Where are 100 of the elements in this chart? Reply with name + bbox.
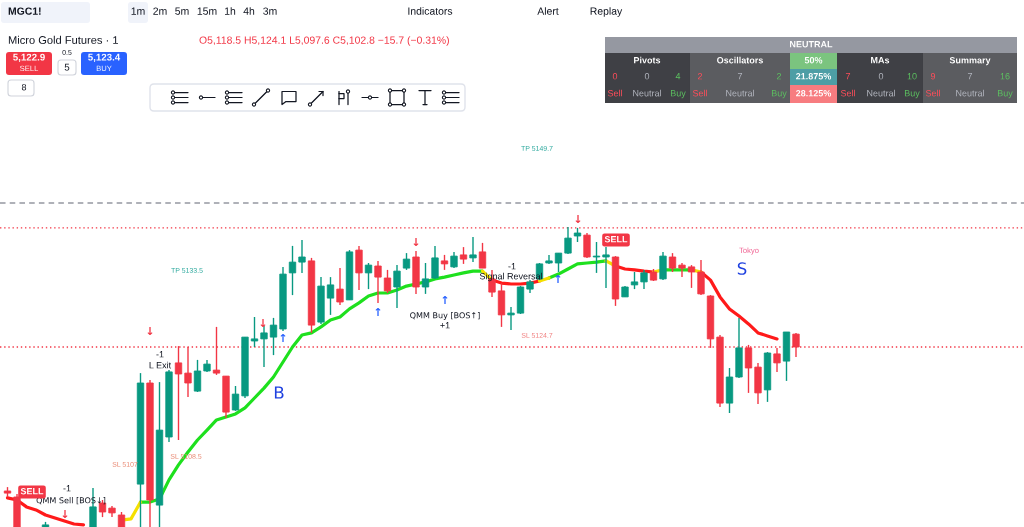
text: 9 (930, 73, 936, 80)
text: Replay (590, 7, 623, 17)
text: Neutral (867, 89, 895, 97)
text: 0 (644, 73, 650, 80)
text: Sell (607, 89, 622, 97)
text: 28.125% (795, 90, 832, 97)
text: 0 (878, 73, 884, 80)
candlestick (668, 252, 677, 273)
candlestick (678, 262, 686, 278)
text: 2 (697, 73, 703, 80)
text: 3m (263, 7, 277, 15)
candlestick (250, 316, 259, 348)
candlestick (640, 269, 648, 290)
annotation: ↓ (260, 318, 266, 328)
text: 4h (243, 7, 255, 15)
candlestick (336, 267, 344, 306)
text: 1h (225, 7, 236, 15)
candlestick (497, 282, 506, 328)
annotation: QMM Buy [BOS↑] (410, 312, 480, 320)
candlestick (298, 239, 306, 274)
annotation: SELL (20, 488, 44, 495)
candlestick (554, 252, 563, 273)
annotation: L Exit (149, 361, 172, 369)
candlestick (269, 317, 278, 356)
annotation: ↑ (280, 333, 286, 343)
annotation: -1 (508, 263, 516, 270)
annotation: ↓ (413, 237, 419, 247)
text: Summary (949, 57, 991, 66)
annotation: ↑ (375, 307, 381, 317)
text: Buy (771, 90, 787, 99)
text: 16 (1000, 73, 1010, 80)
text: 50% (804, 57, 823, 64)
text: 21.875% (795, 73, 832, 80)
candlestick (355, 245, 363, 291)
text: Buy (670, 90, 686, 99)
candlestick (564, 226, 572, 255)
text: Alert (537, 7, 559, 15)
annotation: ↑ (555, 274, 561, 284)
text: 0 (612, 73, 618, 80)
text: Buy (904, 90, 920, 99)
text: 5m (175, 7, 189, 15)
text: 7 (967, 73, 973, 80)
candlestick (583, 232, 591, 259)
text: 4 (675, 73, 681, 80)
candlestick (231, 385, 240, 412)
candlestick (478, 242, 487, 269)
text: Neutral (726, 89, 754, 97)
annotation: -1 (63, 485, 71, 492)
candlestick (507, 306, 515, 331)
text: Sell (840, 89, 855, 97)
text: Sell (692, 89, 707, 97)
candlestick (260, 325, 268, 368)
annotation: S (737, 262, 747, 275)
candlestick (431, 245, 439, 280)
candlestick (659, 251, 667, 281)
candlestick (469, 236, 477, 263)
annotation: ↑ (442, 295, 448, 305)
candlestick (697, 259, 705, 296)
annotation: B (274, 386, 284, 399)
text: Neutral (956, 89, 984, 97)
candlestick (193, 359, 202, 393)
candlestick (288, 245, 297, 296)
annotation: +1 (440, 322, 450, 329)
text: 5,123.4 (88, 53, 121, 63)
text: 7 (737, 73, 743, 80)
candlestick (383, 269, 392, 294)
candlestick (393, 264, 401, 309)
text: 2 (776, 73, 782, 80)
candlestick (421, 262, 430, 295)
chart-subtitle: O5,118.5 H5,124.1 L5,097.6 C5,102.8 −15.7 (−0.31%) (199, 36, 449, 46)
text: 8 (21, 84, 27, 91)
annotation: -1 (156, 351, 164, 358)
candlestick (592, 241, 601, 274)
text: Indicators (408, 7, 453, 15)
text: Neutral (633, 89, 661, 97)
text: 10 (907, 73, 917, 80)
candlestick (602, 246, 610, 289)
text: MGC1! (8, 7, 41, 15)
text: 2m (153, 7, 167, 15)
text: 7 (845, 73, 851, 80)
text: Sell (925, 89, 940, 97)
candlestick (326, 276, 335, 316)
annotation: ↓ (147, 326, 153, 336)
text: Buy (997, 90, 1013, 99)
candlestick (687, 264, 696, 289)
text: ↓ (575, 214, 581, 224)
annotation: ↓ (62, 509, 68, 519)
text: 5,122.9 (13, 53, 45, 63)
text: 5 (64, 63, 70, 71)
annotation: SELL (604, 236, 628, 243)
text: NEUTRAL (790, 41, 833, 48)
chart-title: Micro Gold Futures · 1 (8, 35, 118, 44)
text: Pivots (634, 56, 661, 64)
text: Oscillators (717, 56, 763, 64)
candlestick (773, 347, 781, 373)
candlestick (374, 260, 382, 304)
text: 1m (131, 7, 145, 15)
text: MAs (871, 57, 890, 64)
text: 15m (197, 7, 217, 15)
candlestick (364, 262, 373, 290)
